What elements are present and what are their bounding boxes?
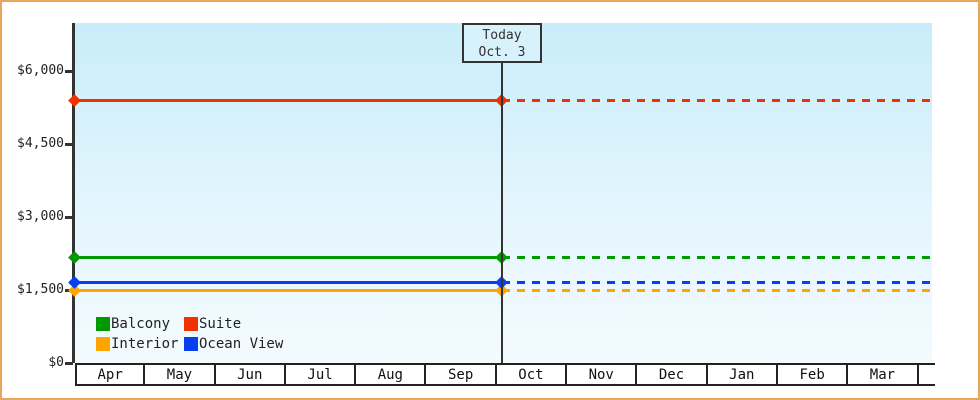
month-cell-aug: Aug	[356, 365, 427, 384]
month-cell-jul: Jul	[286, 365, 357, 384]
y-tick-mark	[65, 215, 73, 219]
series-line-solid-balcony	[75, 255, 502, 259]
month-cell-sep: Sep	[426, 365, 497, 384]
legend-item-interior: Interior	[96, 336, 184, 352]
series-line-dashed-suite	[502, 98, 932, 102]
today-annotation-line2: Oct. 3	[478, 45, 526, 60]
series-line-solid-suite	[75, 98, 502, 102]
y-tick-label: $4,500	[17, 136, 64, 151]
y-tick-label: $6,000	[17, 63, 64, 78]
legend-label: Interior	[111, 336, 179, 352]
plot-area	[75, 23, 932, 363]
x-axis-month-band: Apr May Jun Jul Aug Sep Oct Nov Dec Jan Feb Mar	[75, 363, 935, 386]
y-tick-mark	[65, 361, 73, 365]
month-cell-jun: Jun	[216, 365, 286, 384]
legend-label: Suite	[199, 316, 242, 332]
legend: Balcony Suite Interior Ocean View	[96, 314, 283, 354]
series-line-dashed-interior	[502, 288, 932, 292]
legend-label: Ocean View	[199, 336, 284, 352]
legend-swatch-icon	[96, 337, 110, 351]
series-line-solid-ocean-view	[75, 281, 502, 285]
series-line-solid-interior	[75, 288, 502, 292]
today-annotation-line1: Today	[482, 28, 522, 43]
month-cell-feb: Feb	[778, 365, 849, 384]
legend-swatch-icon	[184, 337, 198, 351]
today-annotation-box: Today Oct. 3	[462, 23, 542, 63]
y-tick-label: $1,500	[17, 282, 64, 297]
y-tick-mark	[65, 69, 73, 73]
month-cell-apr: Apr	[75, 365, 146, 384]
y-tick-label: $3,000	[17, 209, 64, 224]
month-cell-dec: Dec	[637, 365, 708, 384]
month-cell-may: May	[145, 365, 216, 384]
y-tick-mark	[65, 142, 73, 146]
y-tick-label: $0	[48, 355, 64, 370]
legend-swatch-icon	[184, 317, 198, 331]
y-axis-line	[72, 23, 75, 363]
month-cell-jan: Jan	[708, 365, 778, 384]
month-cell-mar: Mar	[848, 365, 919, 384]
legend-item-suite: Suite	[184, 316, 283, 332]
month-cell-filler	[919, 365, 935, 384]
legend-label: Balcony	[111, 316, 171, 332]
series-line-dashed-ocean-view	[502, 281, 932, 285]
month-cell-nov: Nov	[567, 365, 638, 384]
series-line-dashed-balcony	[502, 255, 932, 259]
legend-item-balcony: Balcony	[96, 316, 184, 332]
today-marker-line	[501, 61, 503, 363]
month-cell-oct: Oct	[497, 365, 568, 384]
legend-swatch-icon	[96, 317, 110, 331]
legend-item-ocean-view: Ocean View	[184, 336, 283, 352]
